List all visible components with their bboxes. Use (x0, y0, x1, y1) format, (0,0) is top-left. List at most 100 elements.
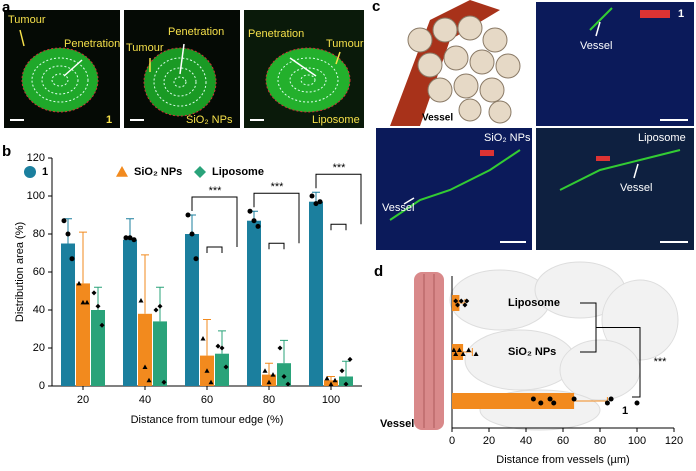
legend-marker (194, 166, 206, 178)
error-bar (265, 362, 273, 375)
x-tick-label: 80 (263, 394, 275, 406)
legend-marker (24, 166, 36, 178)
point (270, 372, 276, 377)
x-tick-label: 0 (449, 435, 455, 447)
tag: Liposome (638, 132, 686, 144)
label: Vessel (422, 113, 453, 124)
x-tick-label: 80 (594, 435, 606, 447)
signal (480, 10, 670, 161)
arrows (403, 21, 639, 205)
label: Penetration (248, 28, 304, 40)
scale-bars (500, 119, 688, 243)
error-bar (312, 191, 320, 202)
point (142, 364, 148, 369)
y-tick-label: 120 (27, 152, 45, 164)
label: Tumour (126, 42, 164, 54)
point (547, 396, 553, 402)
point (266, 379, 272, 385)
significance-label: *** (654, 356, 668, 368)
category-label: Liposome (508, 297, 560, 309)
point (255, 223, 261, 229)
arrows (63, 43, 317, 77)
point (61, 218, 67, 224)
error-bar (79, 231, 87, 284)
annotation: Vessel (380, 418, 414, 430)
point (200, 336, 206, 341)
point (127, 235, 133, 241)
error-bar (342, 360, 350, 377)
point (189, 231, 195, 237)
vessel-stripes (423, 274, 435, 428)
significance-bracket (191, 196, 238, 253)
bar (138, 313, 152, 386)
point (604, 400, 610, 406)
point (451, 347, 457, 352)
point (95, 303, 101, 309)
x-tick-label: 40 (520, 435, 532, 447)
error-bar (327, 376, 335, 381)
tag: SiO₂ NPs (186, 114, 233, 126)
label: Tumour (8, 14, 46, 26)
bar (309, 201, 323, 386)
label: Vessel (382, 202, 414, 214)
legend-marker (116, 166, 128, 177)
label: Tumour (326, 38, 364, 50)
vessels (389, 7, 681, 221)
panel-letter: b (2, 143, 11, 160)
point (464, 298, 470, 304)
x-tick-label: 100 (322, 394, 340, 406)
bar (76, 283, 90, 386)
tag: SiO₂ NPs (484, 132, 531, 144)
y-tick-label: 100 (27, 190, 45, 202)
point (460, 351, 466, 356)
category-label: 1 (622, 405, 628, 417)
point (76, 280, 82, 286)
point (462, 302, 468, 308)
cells (449, 261, 679, 431)
panel-letter: a (2, 0, 11, 16)
point (161, 379, 167, 385)
point (91, 290, 97, 296)
point (153, 307, 159, 313)
point (634, 400, 640, 406)
point (458, 298, 464, 304)
tag: 1 (106, 114, 112, 126)
significance-bracket (315, 173, 362, 231)
point (262, 368, 268, 373)
legend-label: Liposome (212, 166, 264, 178)
point (185, 212, 191, 218)
point (281, 374, 287, 379)
bar (61, 243, 75, 386)
point (339, 368, 345, 374)
x-tick-label: 40 (139, 394, 151, 406)
panel-d-bg (414, 261, 679, 431)
point (84, 299, 90, 305)
point (332, 377, 338, 383)
vessel-tube (414, 272, 444, 430)
arrows (19, 29, 341, 72)
y-tick-label: 20 (33, 342, 45, 354)
point (466, 347, 472, 352)
point (219, 345, 225, 351)
point (473, 351, 479, 356)
x-tick-label: 20 (77, 394, 89, 406)
point (123, 235, 129, 241)
point (251, 218, 257, 224)
particles (407, 15, 521, 124)
significance-label: *** (333, 162, 347, 174)
panel-letter: c (372, 0, 380, 15)
point (453, 298, 459, 304)
bar (247, 220, 261, 386)
y-tick-label: 60 (33, 266, 45, 278)
point (131, 237, 137, 243)
point (146, 377, 152, 383)
point (328, 381, 334, 387)
point (571, 396, 577, 402)
y-tick-label: 80 (33, 228, 45, 240)
point (157, 303, 163, 309)
significance-bracket (253, 192, 300, 250)
bar (452, 393, 575, 409)
significance-label: *** (271, 181, 285, 193)
error-bar (203, 319, 211, 356)
point (347, 356, 353, 362)
